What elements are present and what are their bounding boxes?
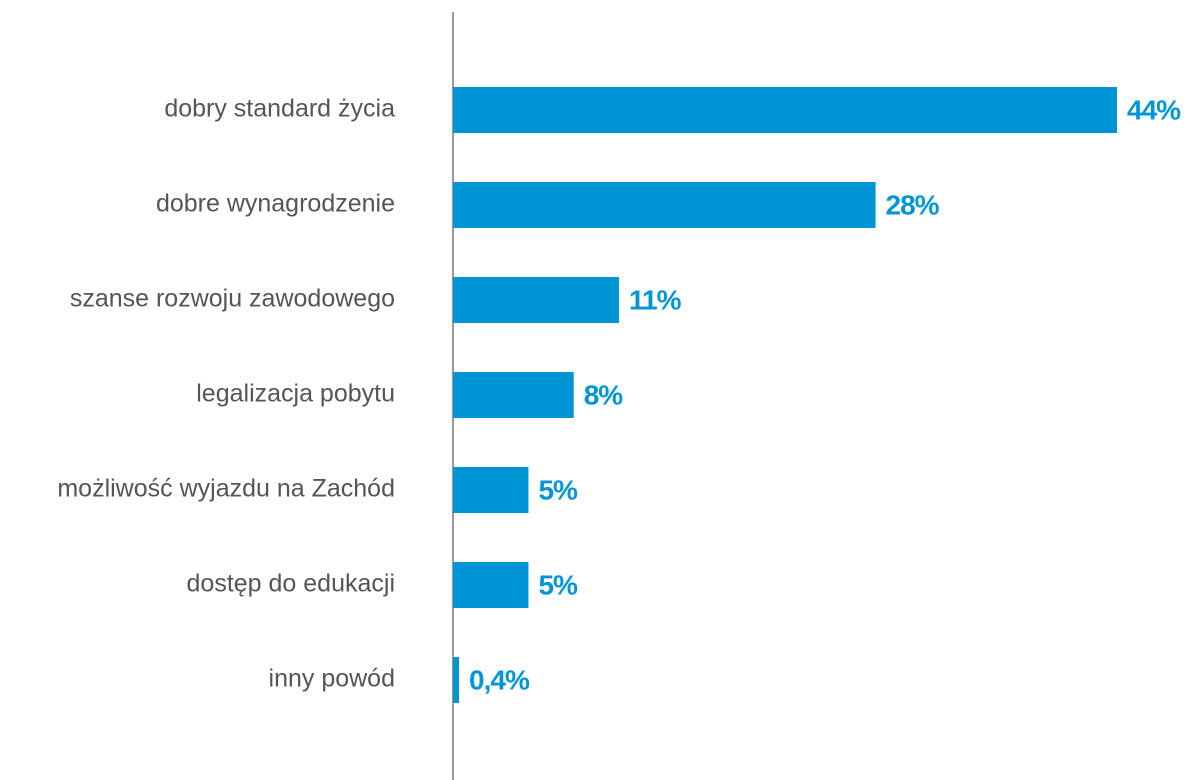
value-label: 5% [538,474,578,505]
bar [453,372,574,418]
category-label: inny powód [269,665,395,693]
bar [453,467,529,513]
bar [453,657,460,703]
value-label: 11% [629,284,682,315]
category-label: szanse rozwoju zawodowego [70,285,395,313]
value-label: 0,4% [469,664,530,695]
category-label: legalizacja pobytu [196,380,395,408]
category-label: dostęp do edukacji [187,570,395,598]
category-label: dobry standard życia [164,95,395,123]
bar [453,562,529,608]
value-label: 8% [584,379,624,410]
bar [453,277,619,323]
bar [453,87,1117,133]
value-label: 44% [1127,94,1181,125]
bar [453,182,876,228]
category-label: dobre wynagrodzenie [156,190,395,218]
value-label: 5% [538,569,578,600]
value-label: 28% [886,189,940,220]
category-label: możliwość wyjazdu na Zachód [57,475,395,503]
